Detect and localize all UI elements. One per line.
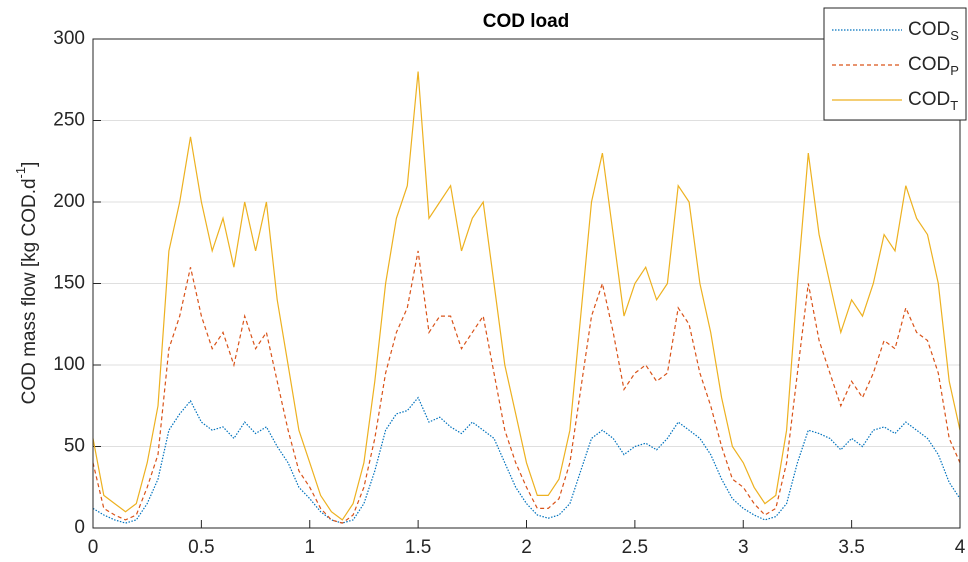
y-tick-label: 300 [53, 28, 85, 49]
x-tick-label: 2.5 [622, 537, 648, 558]
x-tick-label: 0 [88, 537, 99, 558]
series-line [92, 396, 961, 524]
series-line [92, 71, 961, 521]
y-tick-label: 200 [53, 191, 85, 212]
legend-box [823, 7, 967, 121]
y-tick-label: 250 [53, 110, 85, 131]
y-tick-label: 100 [53, 354, 85, 375]
y-axis-label-sup: -1 [13, 167, 28, 179]
legend-label: CODS [908, 19, 959, 43]
plot-frame [92, 38, 961, 529]
legend-subscript: T [950, 98, 958, 113]
x-tick-label: 2 [521, 537, 532, 558]
x-tick-label: 3 [738, 537, 749, 558]
x-tick-label: 1 [304, 537, 315, 558]
legend-name: COD [908, 89, 950, 110]
y-axis-label: COD mass flow [kg COD.d-1] [13, 162, 40, 405]
legend-label: CODT [908, 89, 958, 113]
y-tick-label: 0 [74, 517, 85, 538]
legend-name: COD [908, 54, 950, 75]
x-tick-label: 4 [955, 537, 966, 558]
y-axis-label-end: ] [19, 162, 40, 167]
y-tick-label: 50 [64, 436, 85, 457]
series-line [92, 250, 961, 524]
y-axis-label-main: COD mass flow [kg COD.d [19, 178, 40, 404]
legend-subscript: S [950, 28, 959, 43]
x-tick-label: 0.5 [188, 537, 214, 558]
x-tick-label: 1.5 [405, 537, 431, 558]
legend-subscript: P [950, 63, 959, 78]
x-tick-label: 3.5 [838, 537, 864, 558]
chart-title: COD load [483, 11, 570, 32]
legend-label: CODP [908, 54, 959, 78]
y-tick-label: 150 [53, 273, 85, 294]
legend-name: COD [908, 19, 950, 40]
